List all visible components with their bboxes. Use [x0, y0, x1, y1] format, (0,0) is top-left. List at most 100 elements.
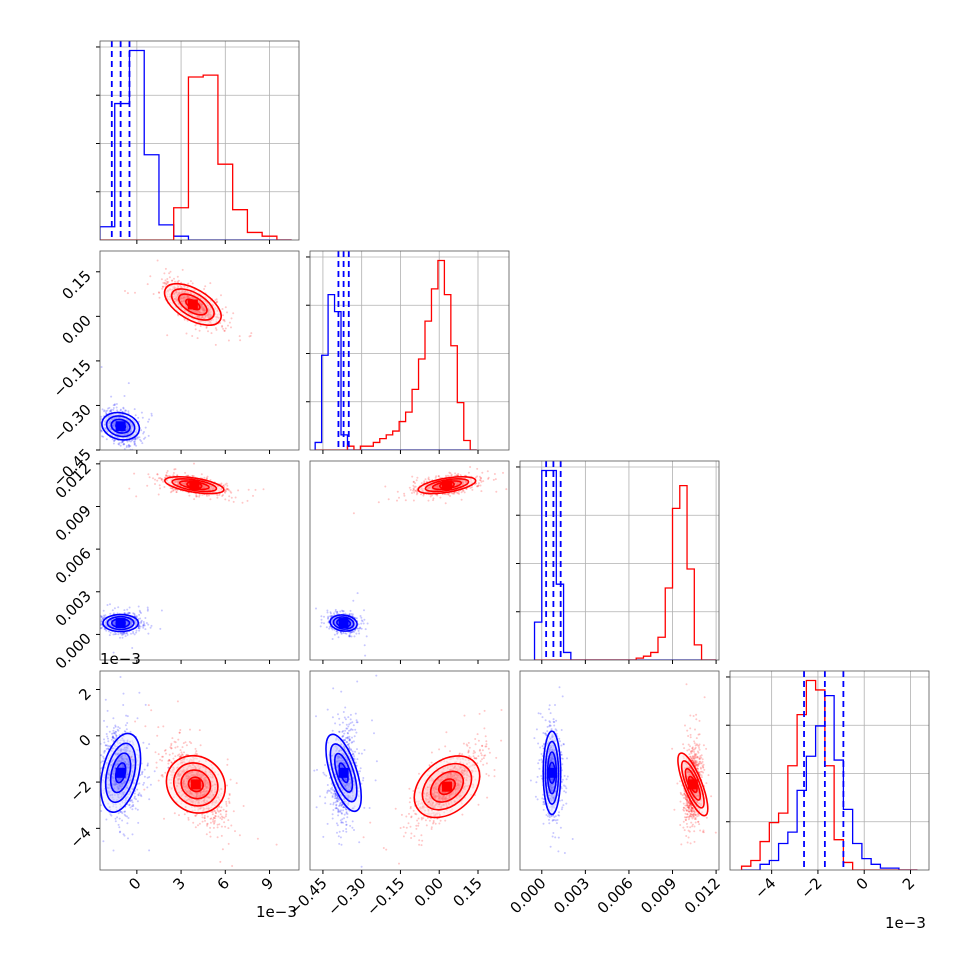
- scatter-point: [98, 438, 100, 440]
- scatter-point: [348, 635, 351, 638]
- scatter-point: [123, 609, 126, 612]
- scatter-point: [146, 606, 149, 609]
- scatter-point: [100, 615, 103, 618]
- scatter-point: [327, 615, 330, 618]
- scatter-point: [165, 282, 168, 285]
- scatter-point: [358, 632, 361, 635]
- scatter-point: [124, 409, 127, 412]
- scatter-point: [414, 485, 417, 488]
- hist-step-series-1: [740, 679, 918, 870]
- scatter-point: [142, 432, 145, 435]
- scatter-point: [200, 473, 203, 476]
- scatter-point: [230, 317, 233, 320]
- scatter-point: [336, 632, 339, 635]
- scatter-point: [137, 627, 140, 630]
- scatter-point: [164, 279, 167, 282]
- scatter-point: [125, 444, 128, 447]
- scatter-point: [133, 440, 136, 443]
- scatter-point: [172, 474, 175, 477]
- scatter-point: [158, 291, 161, 294]
- scatter-point: [138, 613, 141, 616]
- scatter-point: [121, 632, 124, 635]
- scatter-point: [133, 442, 136, 445]
- scatter-point: [207, 494, 210, 497]
- scatter-point: [341, 609, 343, 612]
- scatter-point: [360, 627, 363, 630]
- scatter-point: [323, 622, 325, 625]
- panel-frame: [519, 460, 720, 661]
- scatter-point: [350, 613, 353, 615]
- scatter-point: [137, 420, 140, 423]
- scatter-point: [201, 493, 204, 496]
- scatter-point: [100, 619, 103, 621]
- scatter-point: [123, 443, 126, 446]
- scatter-point: [230, 326, 232, 329]
- scatter-point: [173, 468, 176, 471]
- scatter-point: [140, 612, 142, 614]
- scatter-point: [112, 407, 115, 409]
- scatter-point: [137, 618, 140, 620]
- scatter-point: [174, 280, 176, 283]
- scatter-point: [227, 339, 230, 342]
- scatter-point: [149, 275, 152, 278]
- scatter-point: [329, 615, 332, 618]
- scatter-point: [377, 501, 380, 504]
- scatter-point: [112, 612, 115, 615]
- scatter-point: [198, 494, 201, 497]
- panels: 0 3 6 9 −0.45−0.30−0.15 0.00 0.15 0.000 0.003 0.0…: [50, 40, 930, 919]
- scatter-point: [203, 288, 206, 290]
- scatter-point: [342, 612, 345, 615]
- scatter-point: [97, 629, 99, 631]
- scatter-point: [133, 633, 136, 636]
- scatter-point: [415, 479, 418, 482]
- scatter-point: [361, 620, 364, 623]
- scatter-point: [221, 495, 224, 497]
- scatter-point: [350, 631, 353, 634]
- scatter-point: [454, 472, 457, 475]
- scatter-point: [493, 473, 496, 475]
- scatter-point: [167, 475, 170, 478]
- scatter-point: [132, 630, 135, 633]
- scatter-point: [145, 622, 148, 624]
- scatter-point: [177, 314, 180, 317]
- scatter-point: [132, 612, 135, 615]
- scatter-point: [123, 612, 126, 615]
- scatter-point: [329, 612, 332, 615]
- scatter-point: [123, 395, 126, 397]
- scatter-point: [359, 627, 362, 630]
- scatter-point: [136, 436, 139, 439]
- scatter-point: [249, 334, 252, 337]
- scatter-point: [142, 621, 145, 623]
- scatter-point: [133, 613, 136, 616]
- scatter-point: [147, 632, 150, 635]
- scatter-point: [122, 442, 125, 445]
- scatter-point: [98, 418, 100, 420]
- scatter-point: [157, 477, 160, 480]
- scatter-point: [142, 626, 145, 629]
- scatter-point: [152, 477, 154, 480]
- scatter-point: [146, 609, 149, 612]
- scatter-point: [328, 627, 331, 630]
- scatter-point: [341, 610, 344, 613]
- scatter-point: [336, 611, 339, 614]
- scatter-point: [144, 426, 147, 429]
- scatter-point: [445, 493, 448, 496]
- scatter-point: [137, 605, 140, 608]
- panel-frame: [729, 670, 930, 871]
- scatter-point: [254, 488, 257, 491]
- scatter-point: [335, 630, 338, 633]
- scatter-point: [137, 627, 140, 630]
- scatter-point: [224, 491, 227, 494]
- scatter-point: [320, 618, 323, 621]
- scatter-point: [89, 395, 91, 397]
- scatter-point: [164, 267, 167, 270]
- scatter-point: [209, 282, 212, 285]
- scatter-point: [113, 404, 116, 407]
- scatter-point: [479, 484, 482, 487]
- scatter-point: [127, 410, 130, 413]
- scatter-point: [127, 444, 130, 447]
- hist-step-series-1: [534, 484, 717, 660]
- scatter-point: [115, 459, 117, 461]
- scatter-point: [96, 394, 98, 396]
- scatter-point: [330, 615, 333, 617]
